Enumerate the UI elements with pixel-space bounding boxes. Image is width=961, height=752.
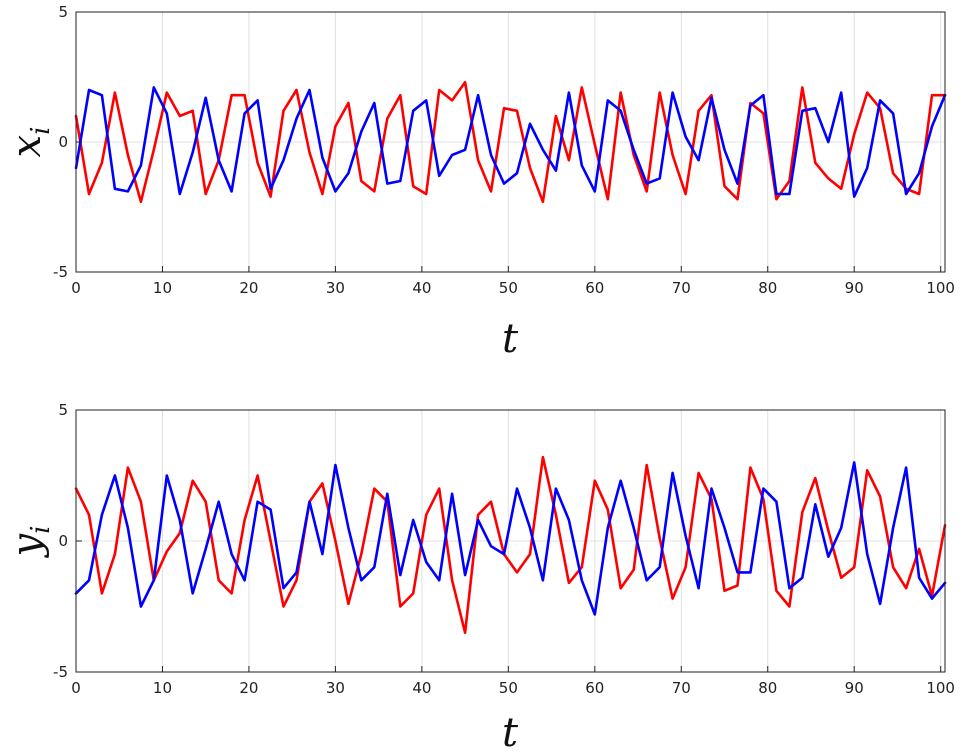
bottom-series-layer bbox=[74, 455, 947, 635]
top-series-layer bbox=[74, 80, 947, 204]
x-tick-label: 30 bbox=[326, 279, 345, 297]
x-tick-label: 30 bbox=[326, 679, 345, 697]
bottom-y-axis-label-subscript: i bbox=[26, 526, 56, 534]
x-tick-label: 20 bbox=[239, 279, 258, 297]
bottom-x-axis-label: t bbox=[502, 710, 519, 752]
bottom-y-axis-label: yi bbox=[4, 526, 56, 559]
x-tick-label: 100 bbox=[926, 679, 955, 697]
x-tick-label: 70 bbox=[672, 679, 691, 697]
series-line-blue bbox=[74, 461, 947, 616]
y-tick-label: 0 bbox=[58, 532, 68, 550]
top-panel: 0 10 20 30 40 50 60 70 80 90 100-505 t xi bbox=[4, 3, 955, 362]
top-y-axis-label-subscript: i bbox=[26, 127, 56, 135]
top-ticks: 0 10 20 30 40 50 60 70 80 90 100-505 bbox=[53, 3, 955, 297]
bottom-ticks: 0 10 20 30 40 50 60 70 80 90 100-505 bbox=[53, 401, 955, 697]
x-tick-label: 0 bbox=[71, 279, 81, 297]
y-tick-label: 5 bbox=[58, 401, 68, 419]
x-tick-label: 60 bbox=[585, 279, 604, 297]
y-tick-label: -5 bbox=[53, 263, 68, 281]
y-tick-label: 0 bbox=[58, 133, 68, 151]
x-tick-label: 50 bbox=[499, 279, 518, 297]
bottom-y-axis-label-main: y bbox=[4, 532, 50, 558]
series-line-red bbox=[74, 80, 947, 204]
x-tick-label: 60 bbox=[585, 679, 604, 697]
x-tick-label: 0 bbox=[71, 679, 81, 697]
x-tick-label: 70 bbox=[672, 279, 691, 297]
x-tick-label: 40 bbox=[412, 279, 431, 297]
x-tick-label: 50 bbox=[499, 679, 518, 697]
x-tick-label: 10 bbox=[153, 679, 172, 697]
bottom-panel: 0 10 20 30 40 50 60 70 80 90 100-505 t yi bbox=[4, 401, 955, 752]
top-y-axis-label: xi bbox=[4, 127, 56, 158]
top-x-axis-label: t bbox=[502, 316, 519, 362]
x-tick-label: 90 bbox=[845, 679, 864, 697]
y-tick-label: -5 bbox=[53, 663, 68, 681]
y-tick-label: 5 bbox=[58, 3, 68, 21]
x-tick-label: 20 bbox=[239, 679, 258, 697]
series-line-blue bbox=[74, 86, 947, 198]
top-y-axis-label-main: x bbox=[4, 135, 50, 158]
x-tick-label: 100 bbox=[926, 279, 955, 297]
series-line-red bbox=[74, 455, 947, 635]
x-tick-label: 10 bbox=[153, 279, 172, 297]
x-tick-label: 80 bbox=[758, 279, 777, 297]
x-tick-label: 40 bbox=[412, 679, 431, 697]
x-tick-label: 90 bbox=[845, 279, 864, 297]
x-tick-label: 80 bbox=[758, 679, 777, 697]
